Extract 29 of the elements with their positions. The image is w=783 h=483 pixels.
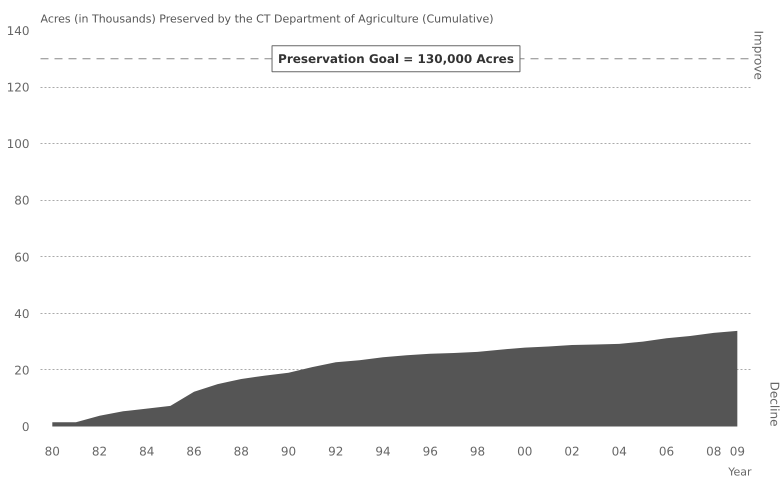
y-tick-label: 40	[14, 306, 30, 321]
annotation: Improve	[752, 30, 766, 80]
text: Decline	[768, 382, 782, 427]
y-tick-label: 120	[6, 80, 30, 95]
y-tick-label: 20	[14, 363, 30, 378]
x-tick-label: 82	[92, 444, 108, 458]
x-tick-label: 00	[517, 444, 532, 458]
y-tick-label: 100	[6, 137, 30, 152]
y-tick-label: 0	[22, 420, 30, 434]
ref-line-label: Preservation Goal = 130,000 Acres	[278, 52, 514, 66]
chart-title: Acres (in Thousands) Preserved by the CT Department of Agriculture (Cumulative)	[40, 12, 494, 26]
x-tick-label: 84	[139, 444, 154, 458]
x-tick-label: 90	[280, 444, 296, 458]
x-tick-label: 80	[44, 444, 60, 458]
x-tick-label: 86	[186, 444, 202, 458]
x-tick-label: 08	[706, 444, 722, 458]
x-axis-title: Year	[727, 466, 752, 478]
x-tick-label: 98	[470, 444, 486, 458]
x-tick-label: 96	[422, 444, 438, 458]
y-tick-label: 60	[14, 250, 30, 264]
y-tick-label: 140	[6, 24, 30, 38]
x-tick-label: 04	[612, 444, 627, 458]
x-tick-label: 88	[234, 444, 249, 458]
x-tick-label: 94	[375, 444, 391, 458]
x-tick-label: 02	[564, 444, 580, 458]
x-tick-label: 09	[730, 444, 745, 458]
y-tick-label: 80	[14, 194, 30, 208]
x-tick-label: 06	[658, 444, 674, 458]
x-tick-label: 92	[328, 444, 344, 458]
